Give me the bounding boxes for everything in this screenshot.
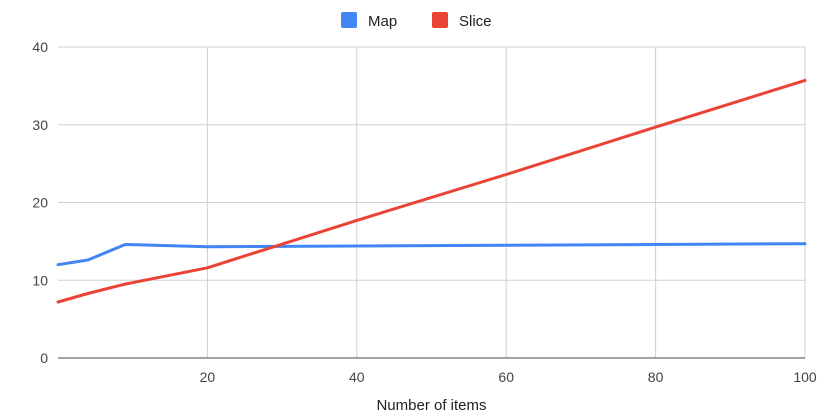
y-tick-label: 0 bbox=[40, 350, 48, 366]
legend-label: Slice bbox=[459, 13, 492, 30]
gridlines bbox=[58, 46, 806, 359]
series-lines bbox=[56, 78, 807, 304]
series-line-slice bbox=[56, 78, 807, 304]
legend-swatch bbox=[432, 12, 448, 28]
x-tick-label: 20 bbox=[200, 369, 216, 385]
x-tick-label: 40 bbox=[349, 369, 365, 385]
x-tick-label: 100 bbox=[793, 369, 817, 385]
y-tick-label: 20 bbox=[32, 195, 48, 211]
legend-label: Map bbox=[368, 13, 397, 30]
legend-swatch bbox=[341, 12, 357, 28]
series-line-map bbox=[56, 242, 807, 267]
y-tick-label: 30 bbox=[32, 117, 48, 133]
x-tick-label: 60 bbox=[498, 369, 514, 385]
legend: Map Slice bbox=[341, 12, 492, 30]
y-tick-label: 40 bbox=[32, 39, 48, 55]
y-axis-ticks: 0 10 20 30 40 bbox=[32, 39, 48, 366]
x-axis-ticks: 20 40 60 80 100 bbox=[200, 369, 817, 385]
x-tick-label: 80 bbox=[648, 369, 664, 385]
y-tick-label: 10 bbox=[32, 272, 48, 288]
x-axis-title: Number of items bbox=[376, 397, 486, 414]
